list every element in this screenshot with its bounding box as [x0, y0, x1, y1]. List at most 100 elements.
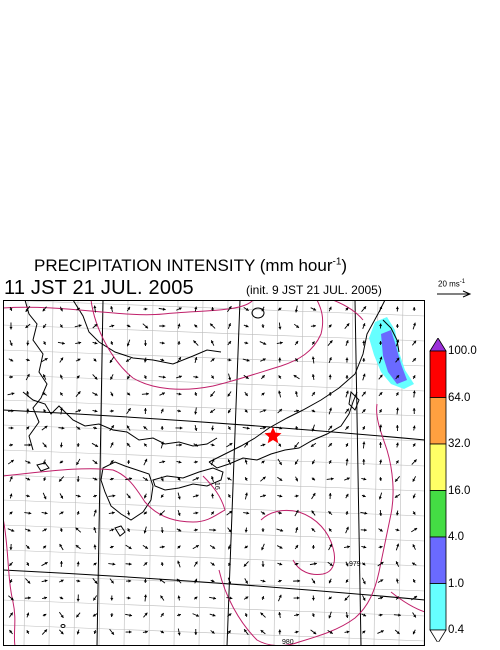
wind-vector [345, 307, 349, 311]
wind-vector [379, 356, 383, 364]
wind-vector [395, 407, 400, 415]
wind-vector [345, 390, 349, 398]
wind-vector [24, 443, 32, 447]
wind-vector [176, 356, 182, 364]
wind-vector [93, 562, 97, 566]
wind-vector [327, 425, 333, 431]
wind-vector [345, 374, 349, 380]
wind-vector [412, 511, 416, 515]
wind-vector [193, 528, 198, 532]
wind-vector [378, 409, 382, 413]
wind-vector [160, 612, 164, 618]
wind-vector [278, 357, 282, 363]
wind-vector [8, 358, 14, 362]
wind-vector [310, 307, 317, 311]
wind-vector [361, 391, 367, 397]
colorbar-label: 32.0 [448, 438, 471, 450]
wind-vector [143, 426, 148, 430]
wind-vector [108, 562, 116, 566]
wind-vector [328, 442, 333, 448]
wind-vector [25, 578, 31, 584]
wind-vector [92, 426, 98, 430]
wind-vector [211, 425, 215, 431]
wind-vector [42, 442, 47, 448]
wind-vector [93, 358, 97, 362]
wind-vector [193, 511, 199, 515]
wind-vector [177, 492, 181, 500]
wind-vector [228, 373, 232, 381]
wind-vector [126, 392, 131, 396]
colorbar-segment [429, 350, 447, 398]
wind-vector [328, 407, 332, 415]
wind-vector [379, 441, 383, 449]
wind-vector [395, 306, 399, 312]
wind-vector [278, 611, 282, 619]
wind-vector [227, 408, 232, 414]
wind-vector [59, 306, 63, 312]
wind-vector [295, 476, 299, 482]
wind-vector [379, 459, 383, 465]
wind-vector [243, 374, 249, 380]
wind-vector [311, 391, 316, 397]
wind-vector [125, 562, 132, 566]
wind-vector [24, 596, 31, 600]
wind-vector [227, 613, 232, 617]
wind-vector [25, 358, 30, 362]
wind-vector [395, 323, 399, 329]
wind-vector [144, 493, 147, 499]
wind-vector [244, 527, 248, 533]
wind-vector [159, 510, 166, 516]
wind-vector [226, 596, 233, 600]
wind-vector [93, 629, 97, 635]
wind-vector [412, 544, 416, 550]
wind-vector [412, 375, 416, 379]
wind-vector [311, 527, 316, 533]
wind-vector [125, 613, 133, 617]
wind-vector [395, 543, 400, 551]
wind-vector [142, 323, 149, 329]
wind-vector [194, 628, 198, 636]
wind-vector [379, 306, 383, 312]
wind-vector [362, 595, 366, 601]
wind-vector [242, 426, 250, 430]
wind-vector [176, 307, 182, 311]
wind-vector [210, 511, 215, 515]
wind-vector [93, 527, 97, 533]
wind-vector [176, 613, 182, 617]
wind-vector [311, 373, 315, 381]
colorbar-segment [429, 397, 447, 445]
wind-vector [293, 374, 300, 380]
wind-vector [75, 527, 82, 533]
wind-vector [311, 424, 315, 432]
wind-vector [9, 322, 13, 330]
wind-vector [378, 545, 383, 549]
wind-vector [142, 476, 149, 482]
wind-vector [260, 629, 266, 635]
wind-vector [395, 510, 399, 516]
wind-vector [26, 390, 30, 398]
wind-vector [76, 375, 80, 379]
wind-vector [261, 560, 265, 568]
wind-vector [259, 494, 267, 498]
wind-vector [345, 458, 349, 466]
wind-vector [76, 442, 80, 448]
wind-vector [75, 494, 81, 498]
coastlines [22, 300, 400, 628]
wind-vector [143, 339, 147, 347]
wind-vector [412, 322, 416, 330]
wind-vector [76, 594, 80, 602]
wind-vector [9, 493, 13, 499]
wind-vector [277, 579, 282, 583]
wind-vector [24, 460, 31, 464]
wind-vector [126, 493, 131, 499]
wind-vector [328, 306, 332, 312]
wind-vector [395, 424, 399, 432]
wind-vector [361, 494, 366, 498]
wind-vector [361, 613, 367, 617]
wind-vector [143, 561, 148, 567]
wind-vector [126, 596, 131, 600]
wind-vector [93, 305, 97, 313]
wind-vector [311, 409, 316, 413]
wind-vector [126, 442, 131, 448]
wind-vector [141, 392, 149, 396]
